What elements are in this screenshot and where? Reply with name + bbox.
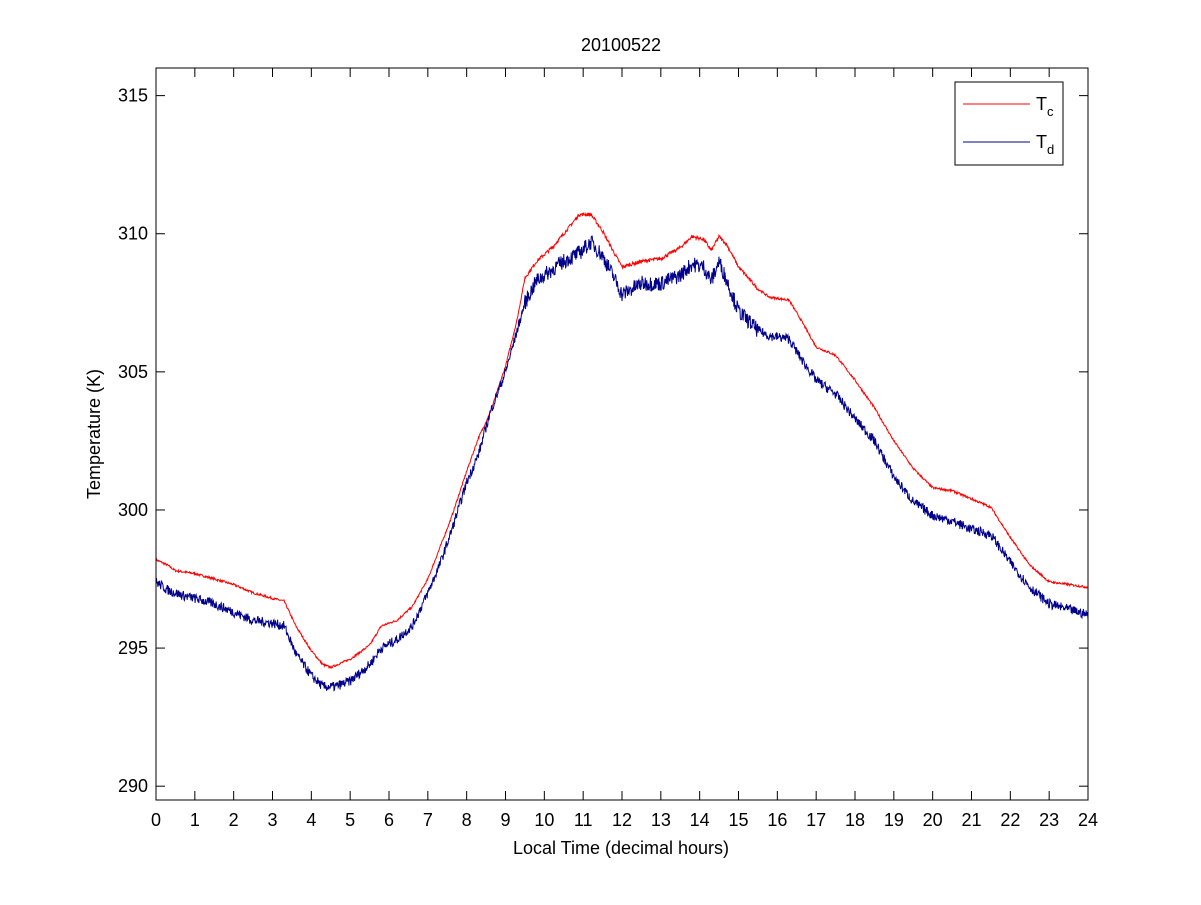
legend-label-td: Td (1036, 132, 1054, 157)
x-axis-ticks: 0 1 2 3 4 5 6 7 8 9 10 11 12 13 14 15 16 17 18 19 20 21 22 23 24 (151, 68, 1098, 830)
x-tick-label: 24 (1078, 810, 1098, 830)
x-tick-label: 21 (961, 810, 981, 830)
legend-box (954, 81, 1064, 166)
x-tick-label: 15 (728, 810, 748, 830)
y-tick-label: 315 (118, 86, 148, 106)
x-tick-label: 9 (500, 810, 510, 830)
y-tick-label: 295 (118, 638, 148, 658)
x-tick-label: 14 (690, 810, 710, 830)
x-tick-label: 18 (845, 810, 865, 830)
x-axis-label: Local Time (decimal hours) (513, 838, 729, 858)
x-tick-label: 4 (306, 810, 316, 830)
legend-label-tc-subscript: c (1047, 104, 1054, 119)
x-tick-label: 20 (923, 810, 943, 830)
x-tick-label: 8 (462, 810, 472, 830)
x-tick-label: 12 (612, 810, 632, 830)
series-line-0 (155, 212, 1089, 669)
legend-label-td-subscript: d (1047, 142, 1054, 157)
x-tick-label: 5 (345, 810, 355, 830)
x-tick-label: 13 (651, 810, 671, 830)
y-axis-label: Temperature (K) (84, 369, 104, 499)
x-tick-label: 19 (884, 810, 904, 830)
series-line-1 (155, 235, 1089, 692)
x-tick-label: 10 (534, 810, 554, 830)
y-axis-ticks: 290 295 300 305 310 315 (118, 86, 1088, 796)
x-tick-label: 11 (574, 810, 593, 830)
legend-label-td-main: T (1036, 132, 1047, 152)
y-tick-label: 290 (118, 776, 148, 796)
y-tick-label: 310 (118, 224, 148, 244)
chart-title: 20100522 (581, 35, 661, 55)
x-tick-label: 3 (267, 810, 277, 830)
legend-label-tc-main: T (1036, 94, 1047, 114)
x-tick-label: 2 (229, 810, 239, 830)
y-tick-label: 300 (118, 500, 148, 520)
x-tick-label: 16 (767, 810, 787, 830)
legend-label-tc: Tc (1036, 94, 1054, 119)
x-tick-label: 0 (151, 810, 161, 830)
x-tick-label: 6 (384, 810, 394, 830)
series-layer (155, 212, 1089, 692)
y-tick-label: 305 (118, 362, 148, 382)
x-tick-label: 7 (423, 810, 433, 830)
legend: Tc Td (954, 81, 1064, 166)
x-tick-label: 22 (1000, 810, 1020, 830)
x-tick-label: 17 (806, 810, 826, 830)
x-tick-label: 23 (1039, 810, 1059, 830)
x-tick-label: 1 (190, 810, 200, 830)
